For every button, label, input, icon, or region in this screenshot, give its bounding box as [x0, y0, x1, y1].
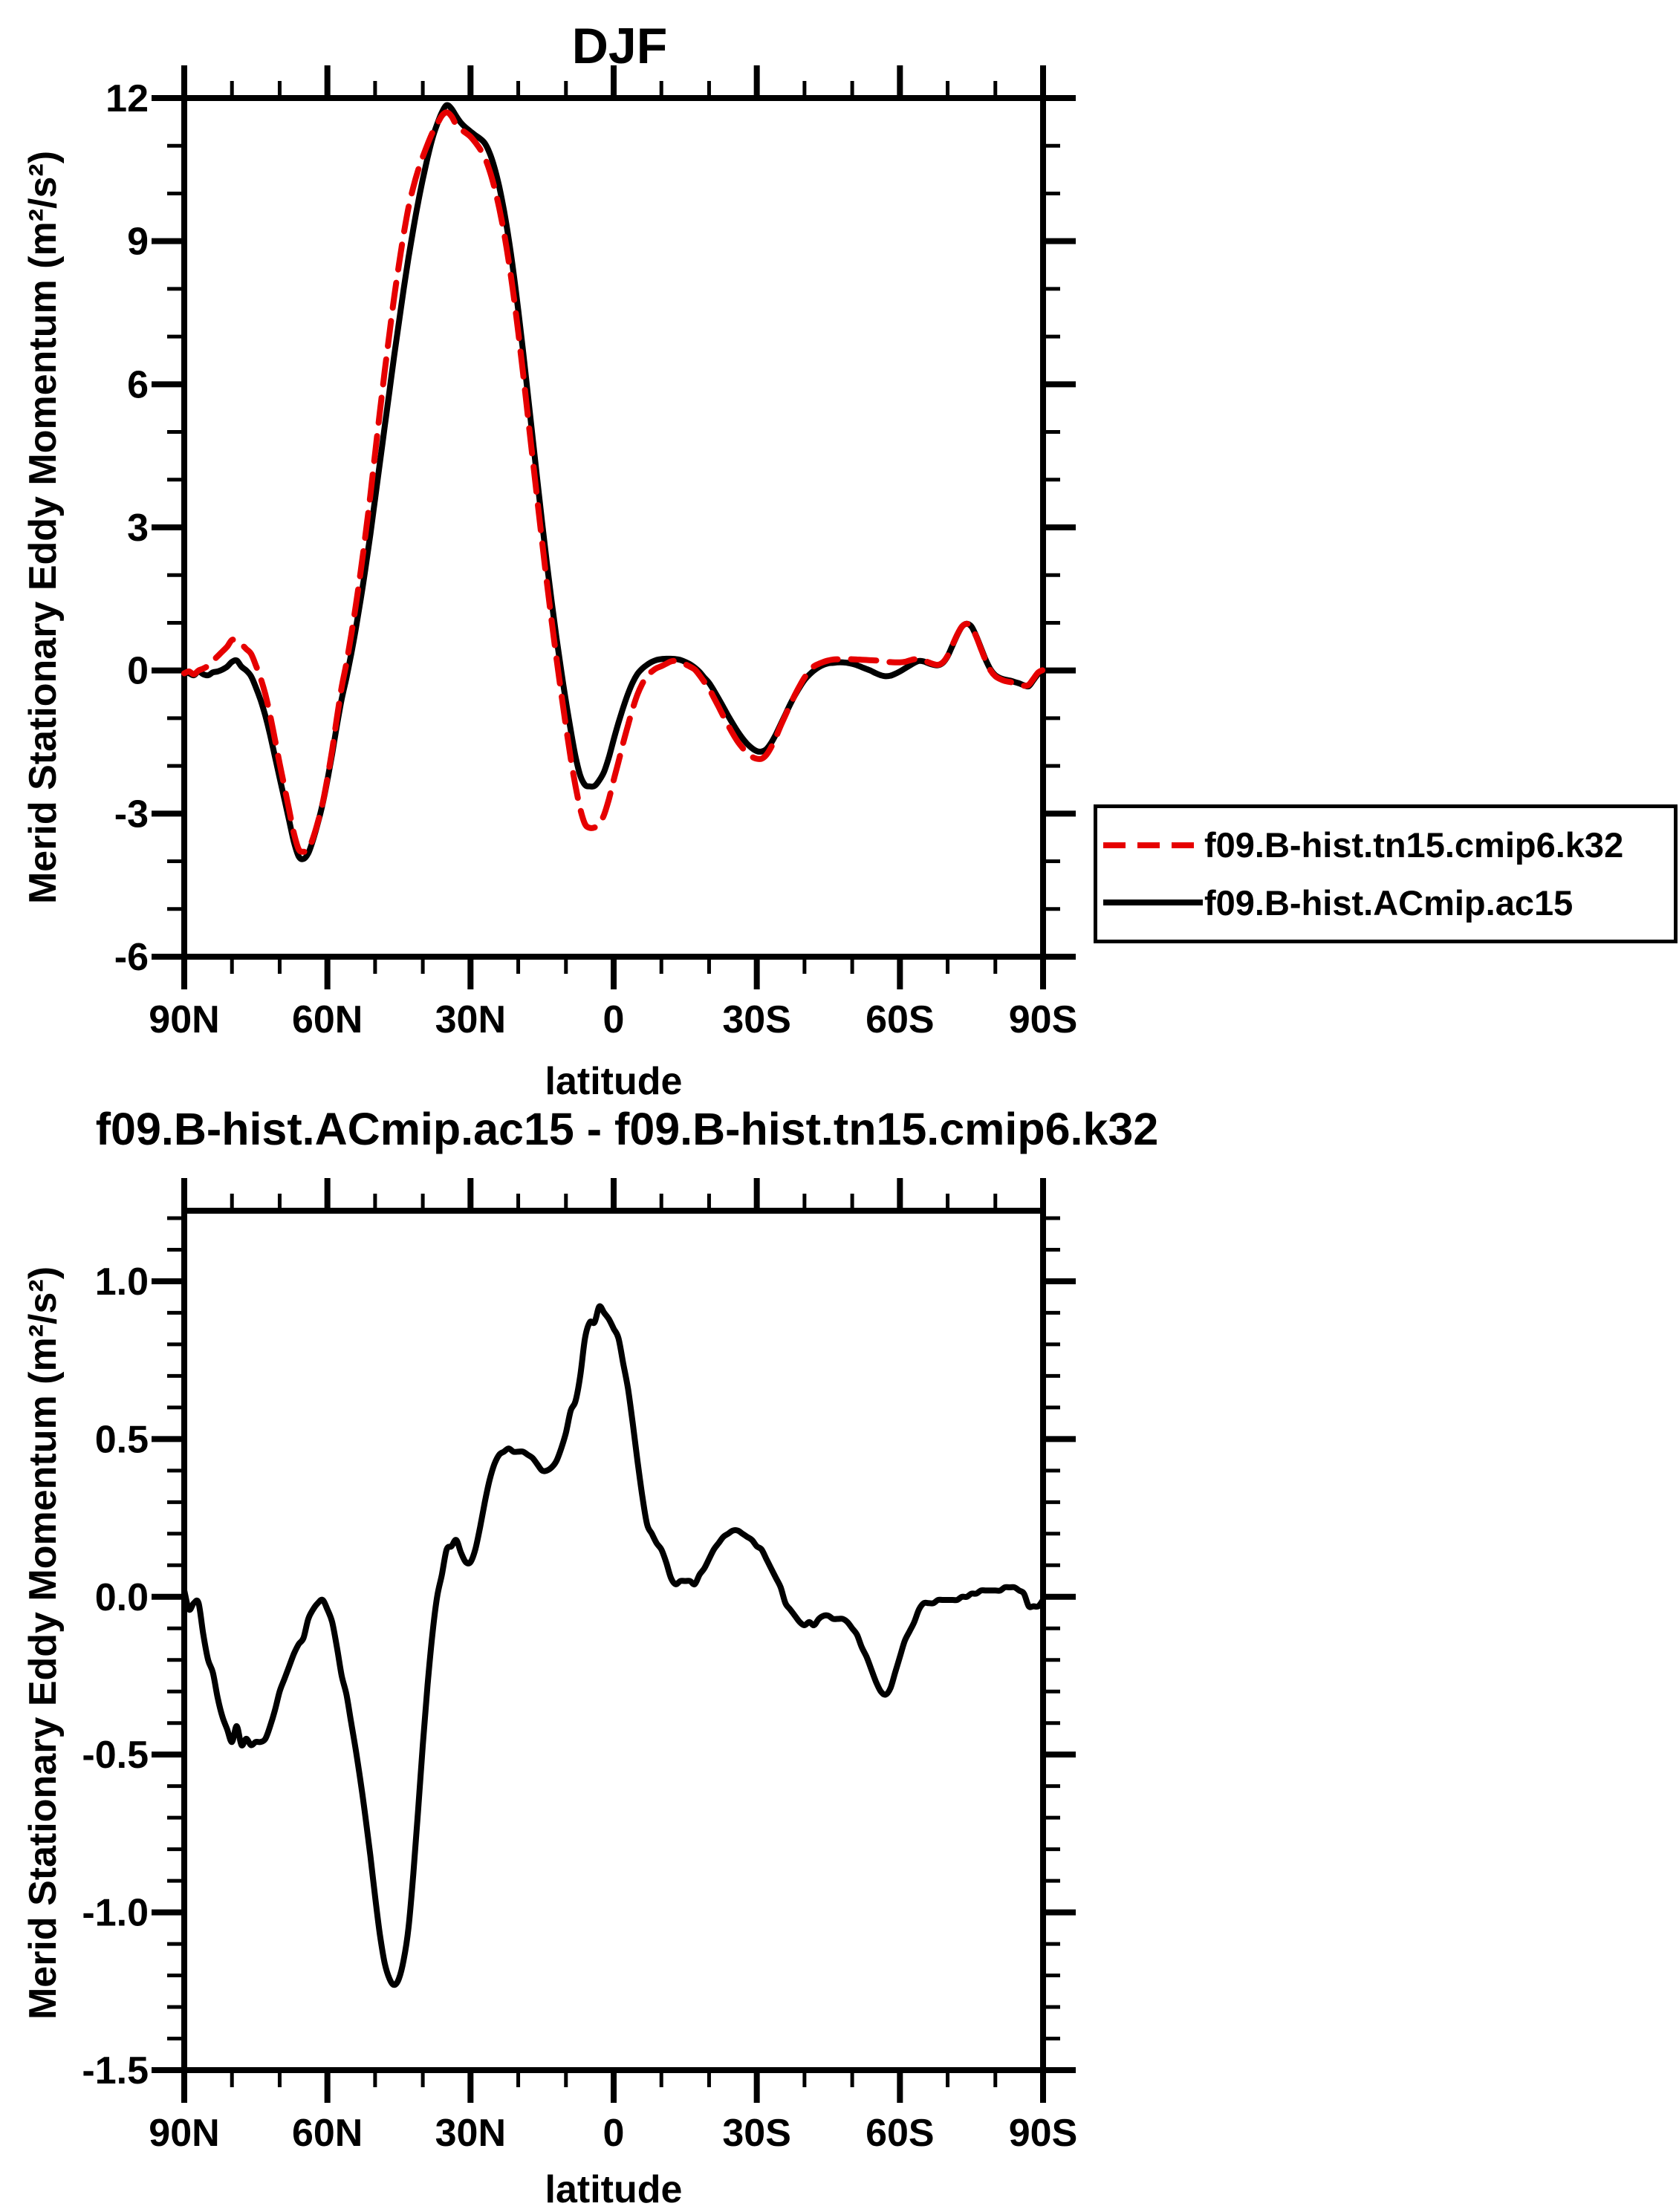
bottom-chart-y-tick-label: -0.5 — [82, 1734, 149, 1777]
bottom-chart-x-tick-label: 30N — [435, 2112, 506, 2155]
top-chart-x-tick-label: 90N — [149, 998, 219, 1041]
bottom-chart-y-tick-label: 1.0 — [95, 1260, 149, 1304]
top-chart-y-tick-label: 0 — [127, 650, 149, 693]
bottom-chart-x-tick-label: 0 — [603, 2112, 625, 2155]
legend-dashed-line-icon — [1103, 842, 1203, 848]
top-chart-x-tick-label: 90S — [1009, 998, 1078, 1041]
legend: f09.B-hist.tn15.cmip6.k32 f09.B-hist.ACm… — [1094, 804, 1678, 943]
bottom-chart-y-tick-label: 0.0 — [95, 1576, 149, 1619]
top-chart-y-tick-label: -3 — [114, 793, 149, 836]
top-chart-y-tick-label: -6 — [114, 936, 149, 979]
top-chart-x-tick-label: 60N — [292, 998, 363, 1041]
top-chart-x-tick-label: 30S — [722, 998, 791, 1041]
bottom-chart-x-tick-label: 90N — [149, 2112, 219, 2155]
top-chart-series-line — [181, 109, 1046, 855]
bottom-chart-y-tick-label: 0.5 — [95, 1418, 149, 1461]
top-chart-title: DJF — [571, 18, 668, 74]
top-chart-y-axis-label: Merid Stationary Eddy Momentum (m²/s²) — [22, 150, 65, 905]
top-chart-y-tick-label: 9 — [127, 221, 149, 264]
top-chart-y-tick-label: 3 — [127, 507, 149, 550]
bottom-chart-y-tick-label: -1.0 — [82, 1892, 149, 1935]
bottom-chart-x-tick-label: 90S — [1009, 2112, 1078, 2155]
bottom-chart-frame — [181, 1208, 1046, 2073]
bottom-chart-x-tick-label: 60S — [866, 2112, 935, 2155]
legend-label-acmip: f09.B-hist.ACmip.ac15 — [1204, 882, 1574, 923]
bottom-chart-x-tick-label: 30S — [722, 2112, 791, 2155]
legend-label-tn15: f09.B-hist.tn15.cmip6.k32 — [1204, 825, 1624, 865]
top-chart-series-line — [181, 102, 1046, 862]
bottom-chart-x-tick-label: 60N — [292, 2112, 363, 2155]
top-chart-frame — [181, 95, 1046, 960]
top-chart-x-tick-label: 30N — [435, 998, 506, 1041]
legend-entry-tn15: f09.B-hist.tn15.cmip6.k32 — [1097, 824, 1674, 865]
legend-solid-line-icon — [1103, 900, 1203, 906]
bottom-chart-y-axis-label: Merid Stationary Eddy Momentum (m²/s²) — [22, 1266, 65, 2020]
top-chart-y-tick-label: 6 — [127, 363, 149, 406]
bottom-chart-x-axis-label: latitude — [545, 2168, 683, 2211]
top-chart-x-axis-label: latitude — [545, 1060, 683, 1103]
legend-entry-acmip: f09.B-hist.ACmip.ac15 — [1097, 882, 1674, 923]
bottom-chart-series-line — [181, 1303, 1046, 1988]
top-chart-x-tick-label: 60S — [866, 998, 935, 1041]
top-chart-x-tick-label: 0 — [603, 998, 625, 1041]
bottom-chart-title: f09.B-hist.ACmip.ac15 - f09.B-hist.tn15.… — [95, 1104, 1159, 1154]
top-chart-y-tick-label: 12 — [105, 77, 149, 120]
bottom-chart-y-tick-label: -1.5 — [82, 2049, 149, 2092]
